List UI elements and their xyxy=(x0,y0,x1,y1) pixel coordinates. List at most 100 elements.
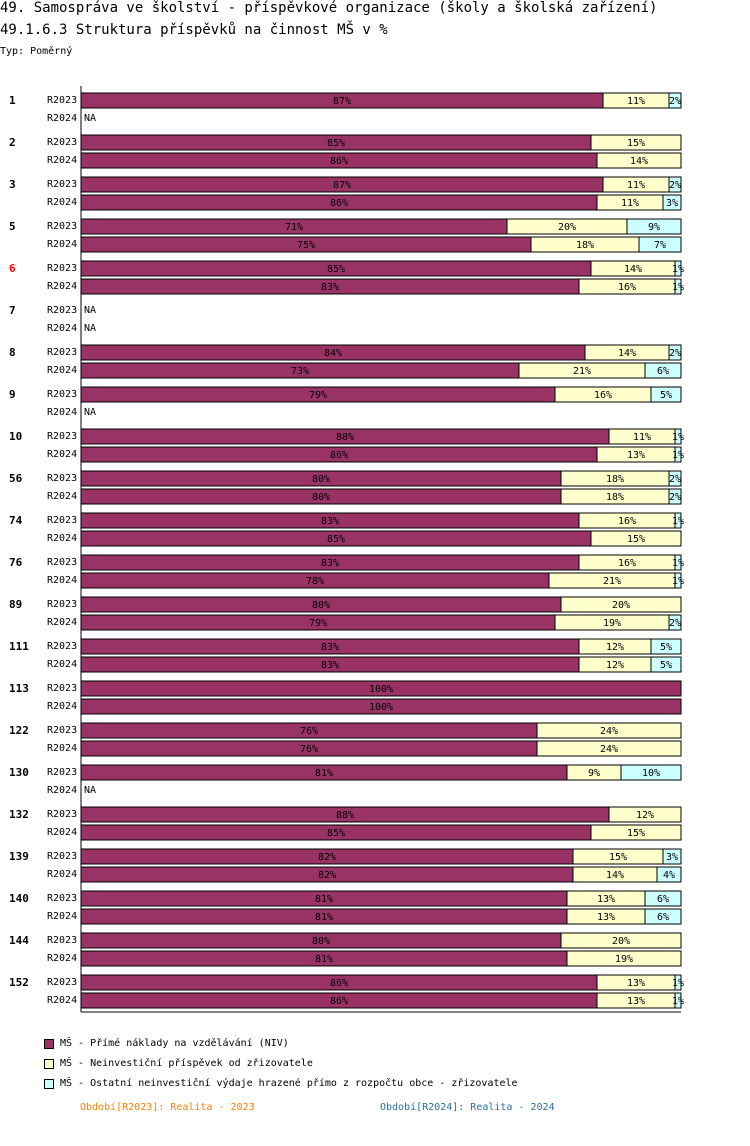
bar-other-152-R2024 xyxy=(674,992,682,1009)
row-period-label: R2023 xyxy=(47,473,77,484)
bar-other-8-R2023 xyxy=(668,344,682,361)
bar-contribution-89-R2023 xyxy=(560,596,682,613)
bar-value-label: 2% xyxy=(669,492,681,503)
bar-value-label: 4% xyxy=(663,870,675,881)
bar-other-6-R2023 xyxy=(674,260,682,277)
bar-other-3-R2023 xyxy=(668,176,682,193)
bar-value-label: 6% xyxy=(657,366,669,377)
bar-value-label: 76% xyxy=(300,726,318,737)
row-period-label: R2023 xyxy=(47,725,77,736)
bar-value-label: 83% xyxy=(321,516,339,527)
bar-value-label: 88% xyxy=(336,810,354,821)
bar-value-label: 100% xyxy=(369,684,393,695)
bar-value-label: 78% xyxy=(306,576,324,587)
bar-value-label: 83% xyxy=(321,558,339,569)
row-period-label: R2024 xyxy=(47,953,77,964)
group-label-132: 132 xyxy=(9,808,29,821)
row-period-label: R2024 xyxy=(47,869,77,880)
group-label-89: 89 xyxy=(9,598,22,611)
group-label-111: 111 xyxy=(9,640,29,653)
na-label: NA xyxy=(84,785,96,796)
row-period-label: R2024 xyxy=(47,911,77,922)
bar-value-label: 14% xyxy=(630,156,648,167)
bar-other-56-R2023 xyxy=(668,470,682,487)
bar-value-label: 11% xyxy=(633,432,651,443)
period-2023-label: Období[R2023]: Realita - 2023 xyxy=(80,1102,255,1113)
bar-value-label: 14% xyxy=(624,264,642,275)
bar-other-111-R2023 xyxy=(650,638,682,655)
bar-value-label: 5% xyxy=(660,642,672,653)
bar-value-label: 80% xyxy=(312,600,330,611)
bar-other-152-R2023 xyxy=(674,974,682,991)
bar-value-label: 85% xyxy=(327,534,345,545)
bar-value-label: 80% xyxy=(312,474,330,485)
bar-other-9-R2023 xyxy=(650,386,682,403)
bar-value-label: 75% xyxy=(297,240,315,251)
bar-other-139-R2024 xyxy=(656,866,682,883)
row-period-label: R2023 xyxy=(47,557,77,568)
bar-value-label: 81% xyxy=(315,894,333,905)
bar-value-label: 12% xyxy=(606,660,624,671)
bar-value-label: 80% xyxy=(312,936,330,947)
bar-value-label: 5% xyxy=(660,390,672,401)
bar-value-label: 2% xyxy=(669,474,681,485)
bar-value-label: 86% xyxy=(330,198,348,209)
bar-value-label: 2% xyxy=(669,180,681,191)
bar-value-label: 2% xyxy=(669,348,681,359)
group-label-5: 5 xyxy=(9,220,16,233)
bar-contribution-122-R2024 xyxy=(536,740,682,757)
bar-value-label: 80% xyxy=(312,492,330,503)
legend-swatch-niv xyxy=(44,1039,54,1049)
bar-value-label: 79% xyxy=(309,390,327,401)
bar-value-label: 81% xyxy=(315,912,333,923)
row-period-label: R2024 xyxy=(47,533,77,544)
bar-value-label: 3% xyxy=(666,198,678,209)
bar-value-label: 12% xyxy=(636,810,654,821)
legend-label-other: MŠ - Ostatní neinvestiční výdaje hrazené… xyxy=(60,1078,518,1089)
row-period-label: R2023 xyxy=(47,179,77,190)
bar-other-1-R2023 xyxy=(668,92,682,109)
bar-value-label: 18% xyxy=(576,240,594,251)
bar-value-label: 86% xyxy=(330,996,348,1007)
bar-value-label: 3% xyxy=(666,852,678,863)
row-period-label: R2023 xyxy=(47,263,77,274)
bar-value-label: 15% xyxy=(609,852,627,863)
row-period-label: R2024 xyxy=(47,617,77,628)
bar-value-label: 19% xyxy=(615,954,633,965)
bar-value-label: 16% xyxy=(618,282,636,293)
bar-value-label: 13% xyxy=(627,450,645,461)
group-label-152: 152 xyxy=(9,976,29,989)
bar-contribution-2-R2023 xyxy=(590,134,682,151)
na-label: NA xyxy=(84,407,96,418)
bar-other-139-R2023 xyxy=(662,848,682,865)
bar-value-label: 82% xyxy=(318,852,336,863)
bar-value-label: 24% xyxy=(600,726,618,737)
row-period-label: R2023 xyxy=(47,599,77,610)
row-period-label: R2024 xyxy=(47,995,77,1006)
row-period-label: R2024 xyxy=(47,407,77,418)
bar-value-label: 14% xyxy=(606,870,624,881)
bar-value-label: 71% xyxy=(285,222,303,233)
bar-value-label: 83% xyxy=(321,282,339,293)
bar-value-label: 11% xyxy=(627,180,645,191)
row-period-label: R2023 xyxy=(47,347,77,358)
row-period-label: R2024 xyxy=(47,785,77,796)
bar-value-label: 16% xyxy=(618,558,636,569)
bar-value-label: 87% xyxy=(333,180,351,191)
bar-value-label: 10% xyxy=(642,768,660,779)
row-period-label: R2024 xyxy=(47,743,77,754)
bar-value-label: 83% xyxy=(321,660,339,671)
bar-other-76-R2024 xyxy=(674,572,682,589)
bar-value-label: 13% xyxy=(627,996,645,1007)
bar-contribution-2-R2024 xyxy=(596,152,682,169)
bar-value-label: 9% xyxy=(588,768,600,779)
na-label: NA xyxy=(84,113,96,124)
bar-other-76-R2023 xyxy=(674,554,682,571)
group-label-74: 74 xyxy=(9,514,23,527)
bar-contribution-74-R2024 xyxy=(590,530,682,547)
row-period-label: R2023 xyxy=(47,305,77,316)
bar-value-label: 85% xyxy=(327,264,345,275)
bar-value-label: 1% xyxy=(672,264,684,275)
row-period-label: R2024 xyxy=(47,239,77,250)
group-label-122: 122 xyxy=(9,724,29,737)
